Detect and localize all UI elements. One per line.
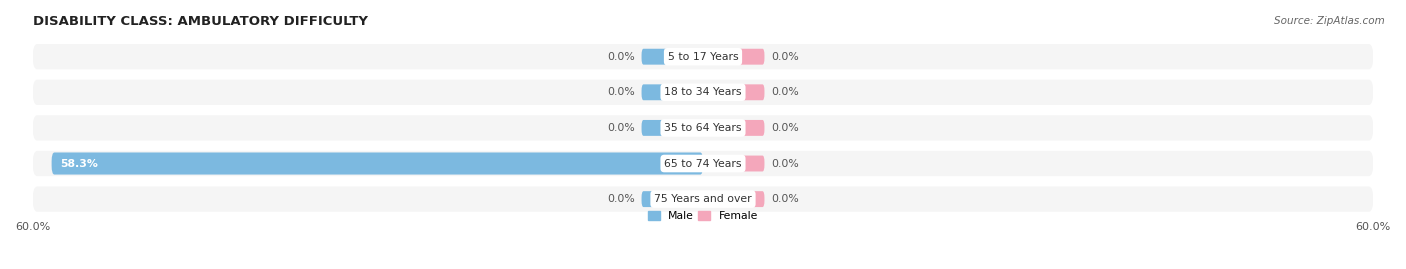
Text: 0.0%: 0.0%: [607, 194, 636, 204]
Text: 0.0%: 0.0%: [770, 194, 799, 204]
FancyBboxPatch shape: [32, 44, 1374, 69]
FancyBboxPatch shape: [703, 84, 765, 100]
Text: 0.0%: 0.0%: [770, 158, 799, 168]
Text: 5 to 17 Years: 5 to 17 Years: [668, 52, 738, 62]
Text: 35 to 64 Years: 35 to 64 Years: [664, 123, 742, 133]
Text: 65 to 74 Years: 65 to 74 Years: [664, 158, 742, 168]
Legend: Male, Female: Male, Female: [644, 207, 762, 226]
Text: 58.3%: 58.3%: [60, 158, 98, 168]
FancyBboxPatch shape: [641, 191, 703, 207]
FancyBboxPatch shape: [32, 80, 1374, 105]
Text: Source: ZipAtlas.com: Source: ZipAtlas.com: [1274, 16, 1385, 26]
Text: 75 Years and over: 75 Years and over: [654, 194, 752, 204]
FancyBboxPatch shape: [32, 115, 1374, 140]
FancyBboxPatch shape: [641, 84, 703, 100]
FancyBboxPatch shape: [703, 49, 765, 65]
Text: 0.0%: 0.0%: [770, 87, 799, 97]
FancyBboxPatch shape: [32, 186, 1374, 212]
Text: 0.0%: 0.0%: [770, 123, 799, 133]
Text: 0.0%: 0.0%: [607, 52, 636, 62]
FancyBboxPatch shape: [641, 49, 703, 65]
Text: 0.0%: 0.0%: [607, 123, 636, 133]
Text: 18 to 34 Years: 18 to 34 Years: [664, 87, 742, 97]
FancyBboxPatch shape: [703, 191, 765, 207]
FancyBboxPatch shape: [703, 155, 765, 171]
Text: DISABILITY CLASS: AMBULATORY DIFFICULTY: DISABILITY CLASS: AMBULATORY DIFFICULTY: [32, 15, 367, 28]
FancyBboxPatch shape: [703, 120, 765, 136]
Text: 0.0%: 0.0%: [607, 87, 636, 97]
FancyBboxPatch shape: [641, 120, 703, 136]
FancyBboxPatch shape: [52, 153, 703, 175]
Text: 0.0%: 0.0%: [770, 52, 799, 62]
FancyBboxPatch shape: [32, 151, 1374, 176]
